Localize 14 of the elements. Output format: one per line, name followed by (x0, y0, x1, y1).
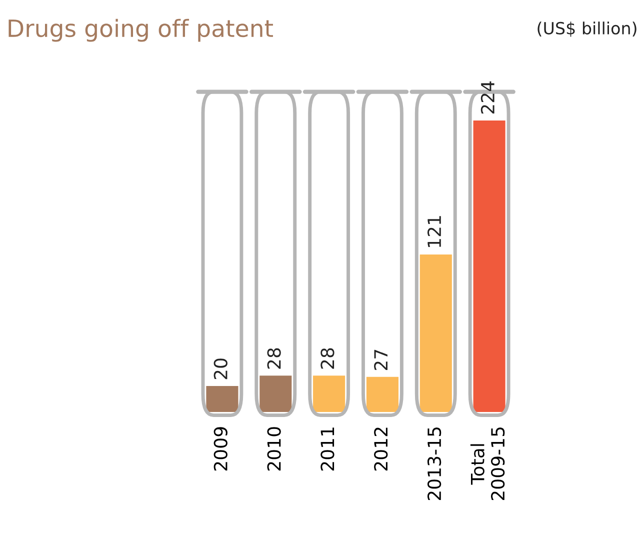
data-label: 224 (480, 81, 494, 114)
x-tick-label: Total 2009-15 (470, 427, 505, 500)
data-label: 121 (427, 216, 441, 247)
chart-title: Drugs going off patent (8, 18, 273, 42)
data-label: 28 (320, 348, 334, 369)
x-tick-label: 2010 (267, 427, 281, 471)
text: (US$ billion) (538, 22, 636, 37)
data-label: 28 (267, 348, 281, 369)
x-tick-label: 2009 (214, 427, 228, 471)
x-tick-label: 2011 (320, 428, 334, 471)
data-label: 20 (214, 358, 228, 380)
data-label: 27 (374, 350, 388, 370)
x-tick-label: 2012 (374, 428, 388, 471)
x-tick-label: 2013-15 (427, 427, 442, 500)
